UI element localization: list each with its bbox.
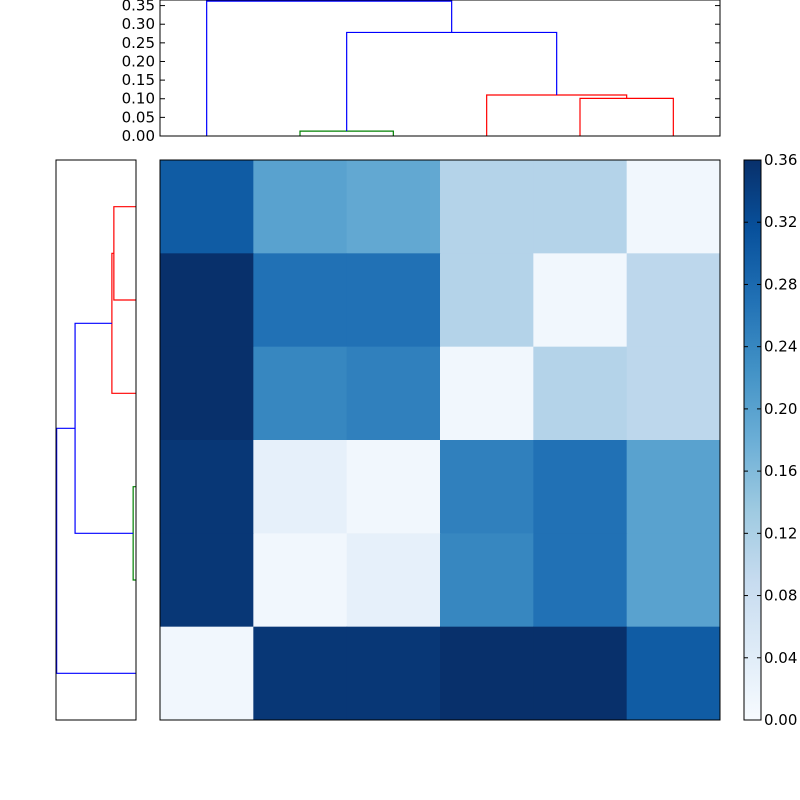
- left-dendrogram-link: [56, 427, 136, 674]
- top-dendrogram-link: [346, 31, 558, 132]
- heatmap-cell: [253, 533, 348, 628]
- top-dendrogram-link: [486, 94, 628, 136]
- top-dendrogram: 0.000.050.100.150.200.250.300.35: [122, 0, 721, 145]
- heatmap-cell: [440, 440, 534, 534]
- left-dendrogram-link: [111, 252, 136, 394]
- top-dendrogram-link: [299, 130, 394, 136]
- top-dendrogram-ytick-label: 0.10: [122, 90, 155, 108]
- colorbar-tick-label: 0.24: [764, 338, 797, 356]
- colorbar: 0.00 0.04 0.08 0.12 0.16 0.20 0.24 0.28 0.32 0.36: [743, 151, 797, 729]
- heatmap-cell: [253, 440, 348, 534]
- heatmap-cell: [160, 160, 254, 254]
- heatmap-cell: [626, 253, 721, 348]
- heatmap-cell: [626, 626, 721, 721]
- colorbar-tick-label: 0.36: [764, 151, 797, 169]
- top-dendrogram-ytick-label: 0.05: [122, 108, 155, 126]
- top-dendrogram-ytick-label: 0.25: [122, 34, 155, 52]
- heatmap-frame: [159, 159, 721, 721]
- heatmap-cell: [253, 160, 348, 254]
- heatmap-cell: [160, 440, 254, 534]
- heatmap-cell: [533, 626, 628, 721]
- heatmap-cell: [533, 440, 628, 534]
- heatmap-cell: [346, 160, 441, 254]
- colorbar-tick-label: 0.04: [764, 649, 797, 667]
- heatmap-cell: [440, 346, 534, 441]
- left-dendrogram-link: [74, 322, 134, 534]
- heatmap-cell: [440, 626, 534, 721]
- colorbar-tick-label: 0.32: [764, 213, 797, 231]
- heatmap-cell: [626, 533, 721, 628]
- heatmap-cell: [253, 346, 348, 441]
- top-dendrogram-ytick-label: 0.30: [122, 15, 155, 33]
- heatmap-cell: [533, 253, 628, 348]
- left-dendrogram-frame: [55, 159, 137, 721]
- heatmap-cell: [626, 160, 721, 254]
- heatmap-cell: [346, 253, 441, 348]
- top-dendrogram-ytick-label: 0.15: [122, 71, 155, 89]
- colorbar-frame: [743, 159, 762, 721]
- top-dendrogram-link: [579, 97, 674, 136]
- heatmap-cell: [253, 626, 348, 721]
- heatmap-cell: [533, 160, 628, 254]
- colorbar-tick-label: 0.20: [764, 400, 797, 418]
- heatmap-cell: [160, 626, 254, 721]
- colorbar-tick-label: 0.08: [764, 587, 797, 605]
- heatmap-cell: [440, 253, 534, 348]
- top-dendrogram-link: [206, 0, 453, 136]
- heatmap-cell: [440, 533, 534, 628]
- top-dendrogram-ytick-label: 0.35: [122, 0, 155, 15]
- heatmap: [159, 159, 721, 721]
- heatmap-cell: [253, 253, 348, 348]
- heatmap-cell: [626, 346, 721, 441]
- colorbar-tick-label: 0.28: [764, 275, 797, 293]
- colorbar-gradient: [744, 160, 761, 720]
- heatmap-cell: [160, 533, 254, 628]
- heatmap-cell: [346, 346, 441, 441]
- heatmap-cell: [533, 346, 628, 441]
- heatmap-cell: [160, 346, 254, 441]
- heatmap-cell: [440, 160, 534, 254]
- top-dendrogram-frame: [159, 0, 721, 137]
- top-dendrogram-ytick-label: 0.00: [122, 127, 155, 145]
- heatmap-cell: [626, 440, 721, 534]
- colorbar-tick-label: 0.16: [764, 462, 797, 480]
- heatmap-cell: [533, 533, 628, 628]
- heatmap-cell: [160, 253, 254, 348]
- colorbar-tick-label: 0.00: [764, 711, 797, 729]
- heatmap-cell: [346, 533, 441, 628]
- colorbar-tick-label: 0.12: [764, 524, 797, 542]
- heatmap-cell: [346, 440, 441, 534]
- heatmap-cell: [346, 626, 441, 721]
- left-dendrogram: [55, 159, 137, 721]
- top-dendrogram-ytick-label: 0.20: [122, 52, 155, 70]
- left-dendrogram-link: [113, 206, 136, 301]
- left-dendrogram-link: [132, 486, 136, 581]
